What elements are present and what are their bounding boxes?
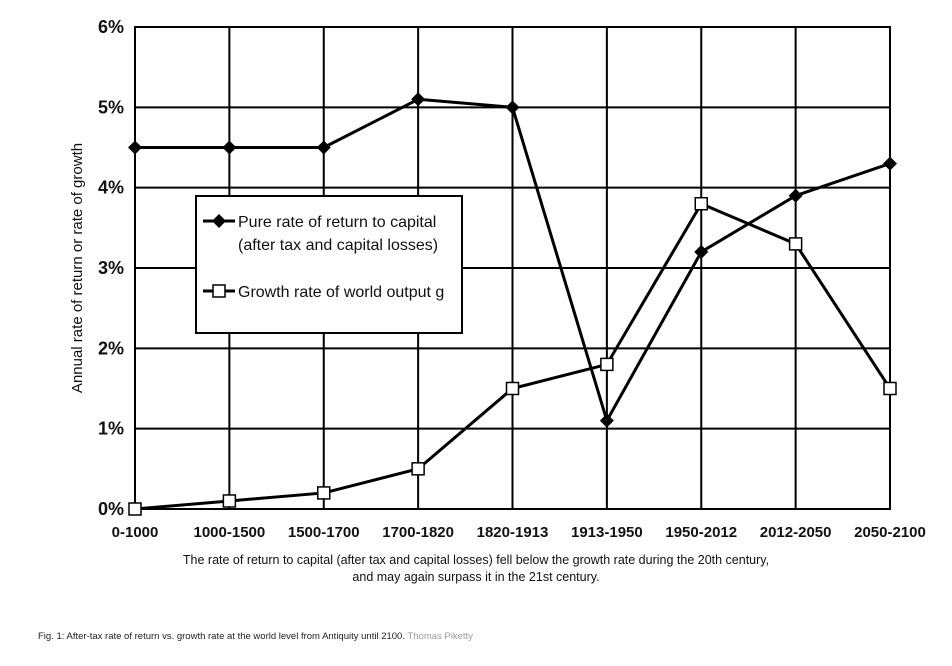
legend-label-return-2: (after tax and capital losses): [238, 237, 438, 254]
chart-caption-line-1: The rate of return to capital (after tax…: [182, 553, 770, 567]
chart: 0% 1% 2% 3% 4% 5% 6% 0-1000 1000-1500 1500-1700 1…: [69, 17, 926, 541]
y-tick-label: 6%: [98, 17, 124, 37]
data-point-return: [411, 92, 426, 107]
x-tick-label: 1000-1500: [194, 524, 266, 541]
legend-marker-diamond: [212, 214, 226, 228]
figure-caption-text: Fig. 1: After-tax rate of return vs. gro…: [38, 631, 405, 642]
y-tick-label: 3%: [98, 258, 124, 278]
data-point-growth: [128, 502, 142, 516]
x-tick-label: 1700-1820: [382, 524, 454, 541]
x-tick-label: 1820-1913: [477, 524, 549, 541]
chart-caption-line-2: and may again surpass it in the 21st cen…: [352, 570, 600, 584]
x-tick-label: 1913-1950: [571, 524, 643, 541]
y-tick-label: 2%: [98, 338, 124, 358]
legend-label-growth: Growth rate of world output g: [238, 284, 444, 301]
data-point-return: [505, 100, 520, 115]
x-tick-label: 1500-1700: [288, 524, 360, 541]
y-tick-label: 0%: [98, 499, 124, 519]
x-tick-labels: 0-1000 1000-1500 1500-1700 1700-1820 1820-19…: [112, 524, 926, 541]
legend-marker-square: [212, 284, 226, 298]
y-tick-label: 1%: [98, 419, 124, 439]
data-point-growth: [694, 196, 708, 211]
data-point-growth: [600, 357, 614, 372]
data-point-growth: [788, 237, 803, 251]
data-point-growth: [222, 494, 237, 508]
y-tick-labels: 0% 1% 2% 3% 4% 5% 6%: [98, 17, 124, 519]
legend-box: [195, 195, 463, 334]
data-point-growth: [505, 381, 520, 396]
data-point-return: [694, 244, 709, 259]
data-point-growth: [411, 462, 425, 476]
data-point-return: [599, 413, 614, 428]
data-point-return: [316, 140, 331, 155]
figure-caption: Fig. 1: After-tax rate of return vs. gro…: [38, 631, 473, 642]
x-tick-label: 2050-2100: [854, 524, 926, 541]
data-point-return: [788, 188, 803, 203]
data-point-return: [128, 140, 142, 155]
y-tick-label: 5%: [98, 97, 124, 117]
data-point-return: [222, 140, 237, 155]
x-tick-label: 0-1000: [112, 524, 159, 541]
data-point-growth: [317, 486, 331, 500]
y-tick-label: 4%: [98, 178, 124, 198]
y-axis-title: Annual rate of return or rate of growth: [69, 143, 86, 393]
x-tick-label: 2012-2050: [760, 524, 832, 541]
series-layer: [128, 92, 897, 516]
data-point-return: [883, 156, 897, 171]
data-point-growth: [883, 381, 897, 396]
x-tick-label: 1950-2012: [665, 524, 737, 541]
legend-label-return-1: Pure rate of return to capital: [238, 214, 436, 231]
figure-credit: Thomas Piketty: [407, 631, 473, 642]
legend: Pure rate of return to capital (after ta…: [195, 195, 463, 334]
